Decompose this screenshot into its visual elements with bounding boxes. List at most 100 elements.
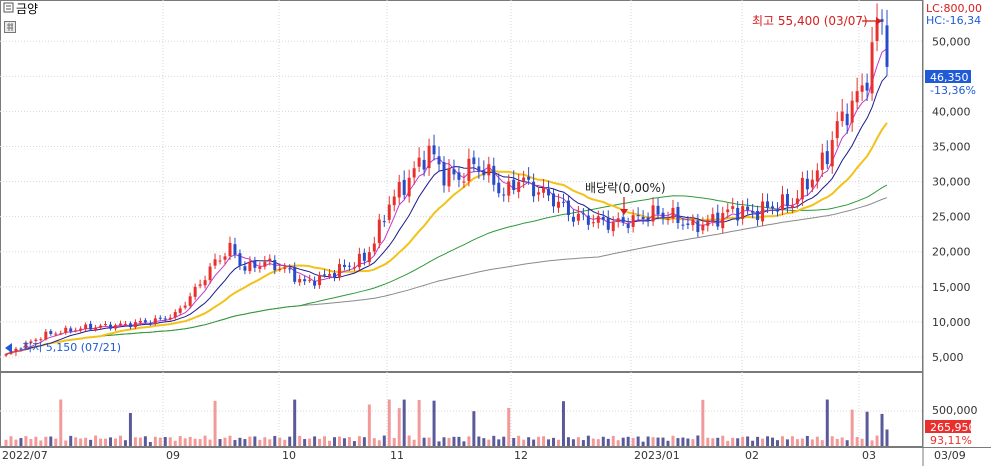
candle <box>696 213 700 237</box>
volume-bar <box>507 407 511 446</box>
volume-bar <box>233 440 237 446</box>
candle <box>651 197 655 226</box>
candle <box>820 143 824 177</box>
volume-bar <box>218 439 222 446</box>
candle <box>825 140 829 169</box>
price-tick-label: 25,000 <box>932 211 971 224</box>
volume-bar <box>711 438 715 446</box>
volume-change-label: 93,11% <box>930 434 972 447</box>
candle <box>780 185 784 216</box>
volume-bar <box>547 439 551 446</box>
candle <box>313 276 317 289</box>
volume-bar <box>243 439 247 446</box>
candle <box>870 26 874 101</box>
date-tick-label: 09 <box>166 449 180 462</box>
candle <box>636 207 640 220</box>
candle <box>482 160 486 181</box>
volume-bar <box>656 437 660 446</box>
candle <box>54 331 58 337</box>
grid-toggle-icon[interactable] <box>4 21 16 33</box>
volume-bar <box>780 436 784 446</box>
volume-bar <box>362 437 366 446</box>
candle <box>133 319 137 330</box>
candle <box>417 147 421 173</box>
candle <box>198 279 202 289</box>
volume-bar <box>178 435 182 446</box>
volume-bar <box>756 436 760 446</box>
volume-bar <box>671 435 675 446</box>
candle <box>552 188 556 213</box>
volume-bar <box>64 440 68 446</box>
volume-bar <box>696 435 700 446</box>
candle <box>397 174 401 204</box>
volume-bar <box>59 399 63 446</box>
volume-bar <box>716 437 720 446</box>
candle <box>790 198 794 214</box>
candle <box>776 202 779 217</box>
volume-bar <box>352 441 356 446</box>
volume-bar <box>497 439 501 446</box>
volume-bar <box>293 399 297 446</box>
candle <box>293 262 297 285</box>
volume-bar <box>69 435 73 446</box>
candle <box>507 174 511 203</box>
price-tick-label: 15,000 <box>932 281 971 294</box>
candle <box>258 262 262 273</box>
volume-bar <box>328 440 332 446</box>
volume-bar <box>228 435 232 446</box>
candle <box>586 208 590 231</box>
volume-bar <box>387 399 391 446</box>
candle <box>800 171 804 206</box>
volume-bar <box>865 411 869 446</box>
candle <box>158 315 162 321</box>
candle <box>452 159 456 181</box>
volume-bar <box>477 436 481 446</box>
current-change-label: -13,36% <box>930 84 976 97</box>
price-tick-label: 20,000 <box>932 246 971 259</box>
candle <box>263 255 267 270</box>
candle <box>616 212 620 228</box>
candle <box>547 180 551 202</box>
candle <box>576 205 580 225</box>
candle <box>64 325 68 335</box>
volume-bar <box>333 437 337 446</box>
volume-bar <box>203 435 207 446</box>
candle <box>761 193 765 226</box>
volume-bar <box>596 439 600 446</box>
volume-bar <box>143 436 147 446</box>
volume-bar <box>731 437 735 446</box>
volume-bar <box>850 409 854 446</box>
volume-bar <box>114 438 117 446</box>
candles <box>4 3 889 357</box>
volume-bar <box>89 439 93 446</box>
volume-bar <box>54 438 58 446</box>
candle <box>427 138 431 176</box>
candle <box>731 197 735 213</box>
volume-bar <box>128 412 132 446</box>
volume-bar <box>99 438 103 446</box>
candle <box>163 315 167 322</box>
candle <box>880 9 884 35</box>
volume-bar <box>676 438 680 446</box>
candle <box>686 216 690 230</box>
candle <box>726 203 730 219</box>
candle <box>79 326 83 333</box>
candle <box>228 236 232 260</box>
volume-bar <box>24 436 28 446</box>
candle <box>865 73 869 102</box>
candle <box>143 318 147 325</box>
volume-bar <box>198 439 202 446</box>
menu-icon[interactable] <box>3 2 14 13</box>
volume-bar <box>308 438 312 446</box>
candle <box>845 103 849 134</box>
candle <box>756 205 760 226</box>
volume-bar <box>721 435 725 446</box>
volume-bar <box>517 435 521 446</box>
volume-bar <box>771 437 775 446</box>
candle <box>382 214 386 227</box>
volume-bar <box>417 399 421 446</box>
candle <box>407 169 411 203</box>
candle <box>109 321 113 331</box>
volume-bar <box>880 413 884 446</box>
price-tick-label: 30,000 <box>932 176 971 189</box>
